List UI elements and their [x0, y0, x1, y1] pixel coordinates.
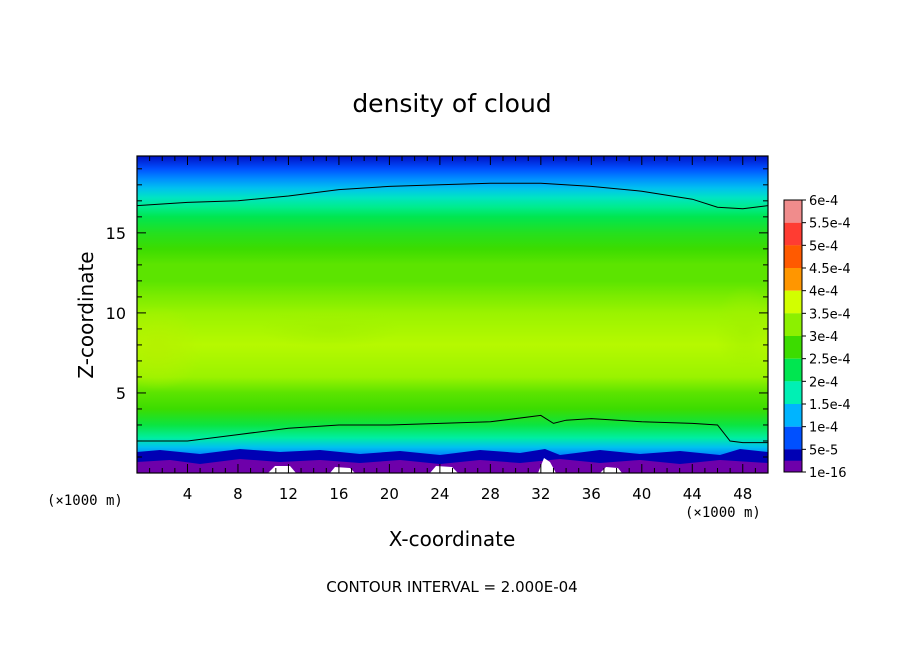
- colorbar-swatch: [784, 222, 802, 246]
- colorbar-swatch: [784, 290, 802, 314]
- contour-lines: [137, 182, 768, 444]
- colorbar-label: 2.5e-4: [809, 353, 851, 368]
- density-maximum-center: [260, 308, 400, 348]
- colorbar-label: 3.5e-4: [809, 307, 851, 322]
- colorbar-label: 5.5e-4: [809, 217, 851, 232]
- contour-line: [137, 182, 768, 210]
- x-tick-label: 48: [733, 485, 752, 503]
- chart-title: density of cloud: [352, 89, 551, 118]
- colorbar-label: 1e-4: [809, 421, 838, 436]
- x-unit-right: (×1000 m): [685, 505, 761, 521]
- colorbar-label: 5e-5: [809, 443, 838, 458]
- density-field: [137, 156, 768, 473]
- x-tick-label: 12: [279, 485, 298, 503]
- y-tick-label: 5: [116, 384, 126, 403]
- colorbar-label: 1.5e-4: [809, 398, 851, 413]
- density-maximum-left: [137, 306, 203, 390]
- y-tick-label: 15: [106, 224, 126, 243]
- contour-line: [137, 414, 768, 444]
- density-maximum-right: [715, 285, 768, 375]
- colorbar-swatch: [784, 358, 802, 382]
- x-tick-label: 4: [183, 485, 193, 503]
- axis-ticks: [137, 156, 769, 473]
- colorbar-label: 3e-4: [809, 330, 838, 345]
- upper-low-density-region: [580, 156, 768, 190]
- colorbar-label: 5e-4: [809, 239, 838, 254]
- colorbar-label: 4.5e-4: [809, 262, 851, 277]
- x-tick-label: 36: [582, 485, 601, 503]
- colorbar-label: 1e-16: [809, 466, 847, 481]
- colorbar-swatch: [784, 200, 802, 223]
- x-unit-left: (×1000 m): [47, 493, 123, 509]
- x-tick-label: 16: [329, 485, 348, 503]
- colorbar-swatch: [784, 268, 802, 291]
- surface-zero-gaps: [268, 458, 622, 473]
- x-tick-label: 44: [683, 485, 702, 503]
- colorbar-swatch: [784, 313, 802, 336]
- contour-interval-note: CONTOUR INTERVAL = 2.000E-04: [326, 578, 577, 596]
- y-tick-labels: 5 10 15: [106, 224, 126, 403]
- y-axis-label: Z-coordinate: [74, 251, 98, 378]
- x-tick-label: 20: [380, 485, 399, 503]
- x-tick-label: 8: [233, 485, 243, 503]
- x-tick-label: 40: [632, 485, 651, 503]
- colorbar-label: 6e-4: [809, 194, 838, 209]
- y-tick-label: 10: [106, 304, 126, 323]
- x-tick-label: 24: [430, 485, 449, 503]
- colorbar-label: 4e-4: [809, 285, 838, 300]
- colorbar-swatch: [784, 245, 802, 268]
- colorbar-label: 2e-4: [809, 375, 838, 390]
- colorbar-swatch: [784, 336, 802, 359]
- x-tick-labels: 4 8 12 16 20 24 28 32 36 40 44 48: [183, 485, 753, 503]
- colorbar-swatch: [784, 460, 802, 472]
- colorbar: 6e-4 5.5e-4 5e-4 4.5e-4 4e-4 3.5e-4 3e-4 2.5e-4…: [783, 194, 851, 481]
- x-axis-label: X-coordinate: [389, 527, 516, 551]
- x-tick-label: 28: [481, 485, 500, 503]
- colorbar-swatch: [784, 426, 802, 450]
- x-tick-label: 32: [531, 485, 550, 503]
- colorbar-swatch: [784, 381, 802, 404]
- colorbar-swatch: [784, 404, 802, 427]
